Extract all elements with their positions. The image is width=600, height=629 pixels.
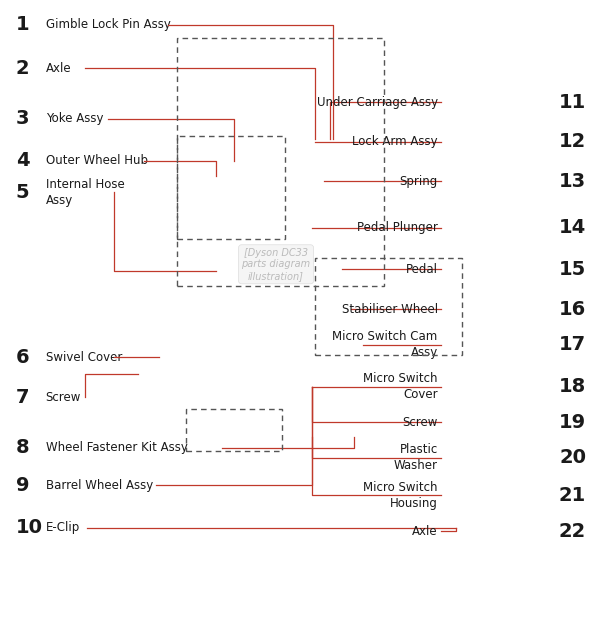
Text: Pedal: Pedal <box>406 263 437 276</box>
Text: 8: 8 <box>16 438 29 457</box>
Text: Stabiliser Wheel: Stabiliser Wheel <box>341 303 437 316</box>
Text: 6: 6 <box>16 348 29 367</box>
Text: Under Carriage Assy: Under Carriage Assy <box>317 96 437 109</box>
Bar <box>315 258 461 355</box>
Text: 22: 22 <box>559 521 586 540</box>
Text: 13: 13 <box>559 172 586 191</box>
Text: 18: 18 <box>559 377 586 396</box>
Text: 7: 7 <box>16 388 29 407</box>
Text: 11: 11 <box>559 93 586 112</box>
Text: Screw: Screw <box>46 391 81 404</box>
Bar <box>186 409 282 452</box>
Text: 9: 9 <box>16 476 29 495</box>
Text: Yoke Assy: Yoke Assy <box>46 112 103 125</box>
Text: Pedal Plunger: Pedal Plunger <box>357 221 437 235</box>
Text: Axle: Axle <box>412 525 437 538</box>
Text: 21: 21 <box>559 486 586 504</box>
Text: 16: 16 <box>559 300 586 319</box>
Text: Screw: Screw <box>403 416 437 429</box>
Text: 10: 10 <box>16 518 43 537</box>
Text: Barrel Wheel Assy: Barrel Wheel Assy <box>46 479 153 492</box>
Text: Lock Arm Assy: Lock Arm Assy <box>352 135 437 148</box>
Text: Gimble Lock Pin Assy: Gimble Lock Pin Assy <box>46 18 170 31</box>
Text: 20: 20 <box>559 448 586 467</box>
Bar <box>177 136 285 239</box>
Text: 4: 4 <box>16 151 29 170</box>
Text: Outer Wheel Hub: Outer Wheel Hub <box>46 154 148 167</box>
Text: 1: 1 <box>16 15 29 34</box>
Text: Plastic
Washer: Plastic Washer <box>394 443 437 472</box>
Text: 19: 19 <box>559 413 586 432</box>
Text: 3: 3 <box>16 109 29 128</box>
Text: 5: 5 <box>16 182 29 202</box>
Text: Axle: Axle <box>46 62 71 75</box>
Text: 14: 14 <box>559 218 586 237</box>
Text: [Dyson DC33
parts diagram
illustration]: [Dyson DC33 parts diagram illustration] <box>241 248 311 281</box>
Text: Internal Hose
Assy: Internal Hose Assy <box>46 177 124 206</box>
Text: Micro Switch
Housing: Micro Switch Housing <box>363 481 437 509</box>
Text: 2: 2 <box>16 59 29 78</box>
Text: Spring: Spring <box>400 175 437 188</box>
Text: E-Clip: E-Clip <box>46 521 80 535</box>
Text: Swivel Cover: Swivel Cover <box>46 351 122 364</box>
Text: Micro Switch Cam
Assy: Micro Switch Cam Assy <box>332 330 437 359</box>
Text: Micro Switch
Cover: Micro Switch Cover <box>363 372 437 401</box>
Text: 17: 17 <box>559 335 586 354</box>
Text: 12: 12 <box>559 133 586 152</box>
Bar <box>177 38 384 286</box>
Text: 15: 15 <box>559 260 586 279</box>
Text: Wheel Fastener Kit Assy: Wheel Fastener Kit Assy <box>46 441 187 454</box>
